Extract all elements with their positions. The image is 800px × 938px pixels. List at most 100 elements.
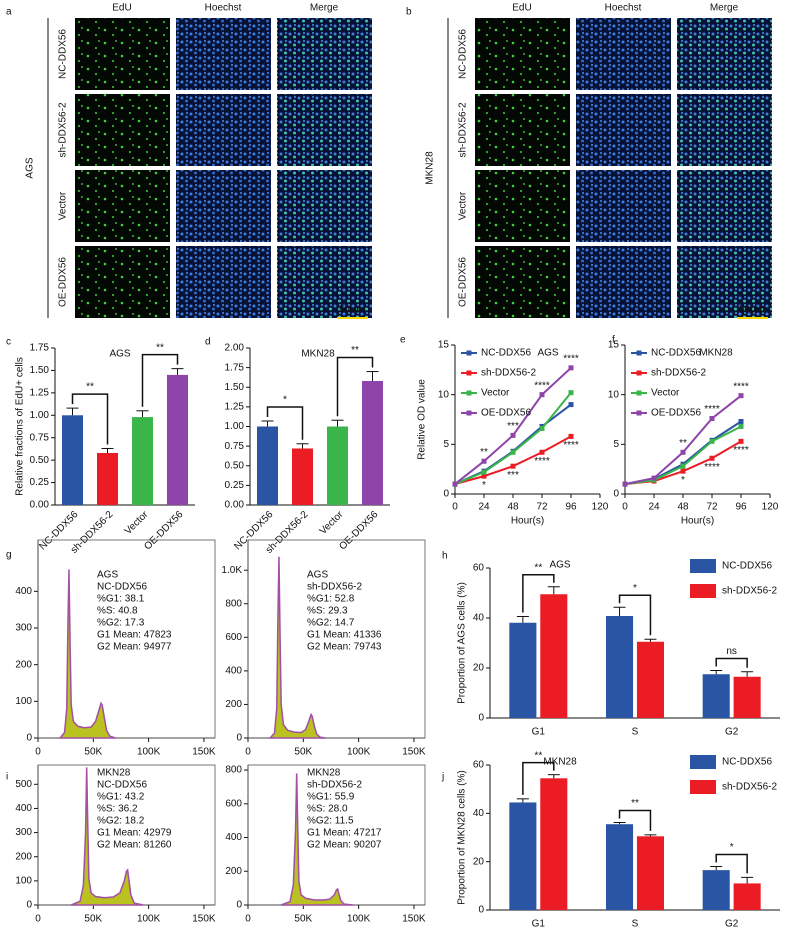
significance-bracket: [71, 393, 109, 445]
row-label: OE-DDX56: [458, 257, 469, 307]
annotation: %G2: 11.5: [307, 816, 354, 827]
x-tick-label: 48: [677, 502, 689, 513]
chart-title: MKN28: [543, 757, 577, 768]
annotation: G1 Mean: 47217: [307, 828, 382, 839]
point: [709, 455, 715, 461]
significance-label: **: [534, 750, 542, 761]
x-tick-label: S: [632, 919, 639, 930]
bar: [362, 380, 383, 505]
significance-bracket: [522, 761, 555, 795]
bar: [97, 452, 118, 505]
panel-letter: g: [6, 550, 12, 561]
annotation: AGS: [97, 570, 118, 581]
x-tick-label: 0: [245, 747, 251, 758]
micrograph: [176, 170, 271, 242]
y-tick-label: 20: [473, 856, 485, 867]
legend-label: sh-DDX56-2: [481, 368, 536, 379]
panel-letter: e: [400, 335, 406, 346]
legend-marker: [466, 350, 472, 356]
micrograph: [576, 246, 671, 318]
point: [568, 433, 574, 439]
y-tick-label: 0.75: [225, 441, 245, 452]
significance-bracket: [522, 574, 555, 613]
micrograph: [475, 94, 570, 166]
x-tick-label: 0: [35, 914, 41, 925]
row-label: NC-DDX56: [458, 29, 469, 79]
panel-letter: d: [205, 337, 211, 348]
annotation: MKN28: [307, 768, 341, 779]
annotation: %G2: 18.2: [97, 816, 145, 827]
point: [539, 449, 545, 455]
scale-bar-label: 50um: [739, 305, 765, 316]
significance-label: **: [351, 345, 359, 356]
point: [568, 402, 574, 408]
x-tick-label: G1: [532, 919, 546, 930]
y-tick-label: 500: [15, 779, 32, 790]
y-tick-label: 0: [443, 489, 449, 500]
point: [510, 449, 516, 455]
column-header: Merge: [710, 3, 739, 14]
micrograph: [677, 170, 772, 242]
micrograph: [677, 246, 772, 318]
row-label: sh-DDX56-2: [58, 102, 69, 157]
micrograph: [576, 94, 671, 166]
point: [568, 365, 574, 371]
point: [680, 463, 686, 469]
y-tick-label: 200: [15, 851, 32, 862]
bar: [702, 870, 730, 910]
significance-bracket: [715, 657, 748, 668]
significance-label: ****: [534, 380, 550, 391]
significance-label: **: [480, 447, 488, 458]
x-tick-label: G2: [725, 727, 739, 738]
y-axis-label: Relative fractions of EdU+ cells: [15, 357, 26, 496]
annotation: %S: 40.8: [97, 606, 138, 617]
y-tick-label: 1.75: [225, 362, 245, 373]
legend-label: OE-DDX56: [651, 408, 701, 419]
significance-label: *: [482, 480, 486, 491]
y-tick-label: 200: [225, 866, 242, 877]
micrograph: [277, 170, 372, 242]
legend-marker: [636, 350, 642, 356]
legend-label: Vector: [651, 388, 680, 399]
point: [539, 425, 545, 431]
y-tick-label: 20: [473, 663, 485, 674]
bar: [733, 883, 761, 910]
significance-label: **: [631, 798, 639, 809]
significance-label: ****: [563, 353, 579, 364]
point: [738, 393, 744, 399]
plot-frame: [37, 539, 216, 739]
y-tick-label: 15: [438, 340, 450, 351]
bar: [509, 622, 537, 718]
y-tick-label: 0: [236, 900, 242, 911]
bar: [292, 448, 313, 505]
y-tick-label: 60: [473, 760, 485, 771]
panel-letter: f: [612, 335, 615, 346]
legend-marker: [466, 370, 472, 376]
x-tick-label: 100K: [137, 747, 161, 758]
point: [709, 416, 715, 422]
y-tick-label: 400: [15, 803, 32, 814]
legend-label: NC-DDX56: [722, 757, 772, 768]
legend-label: sh-DDX56-2: [722, 782, 777, 793]
y-tick-label: 1.50: [30, 365, 50, 376]
significance-label: ****: [534, 456, 550, 467]
column-header: EdU: [112, 3, 131, 14]
significance-label: ****: [733, 445, 749, 456]
y-tick-label: 1.25: [225, 402, 245, 413]
micrograph: [677, 18, 772, 90]
y-tick-label: 0: [478, 905, 484, 916]
point: [680, 449, 686, 455]
micrograph: [475, 18, 570, 90]
significance-label: ****: [704, 404, 720, 415]
bar: [606, 824, 634, 910]
y-tick-label: 5: [613, 439, 619, 450]
bar: [540, 594, 568, 718]
micrograph: [277, 18, 372, 90]
legend-swatch: [690, 559, 716, 573]
x-tick-label: 24: [648, 502, 660, 513]
y-tick-label: 400: [225, 666, 242, 677]
micrograph: [75, 18, 170, 90]
column-header: EdU: [512, 3, 531, 14]
x-tick-label: 72: [536, 502, 548, 513]
annotation: %S: 29.3: [307, 606, 348, 617]
